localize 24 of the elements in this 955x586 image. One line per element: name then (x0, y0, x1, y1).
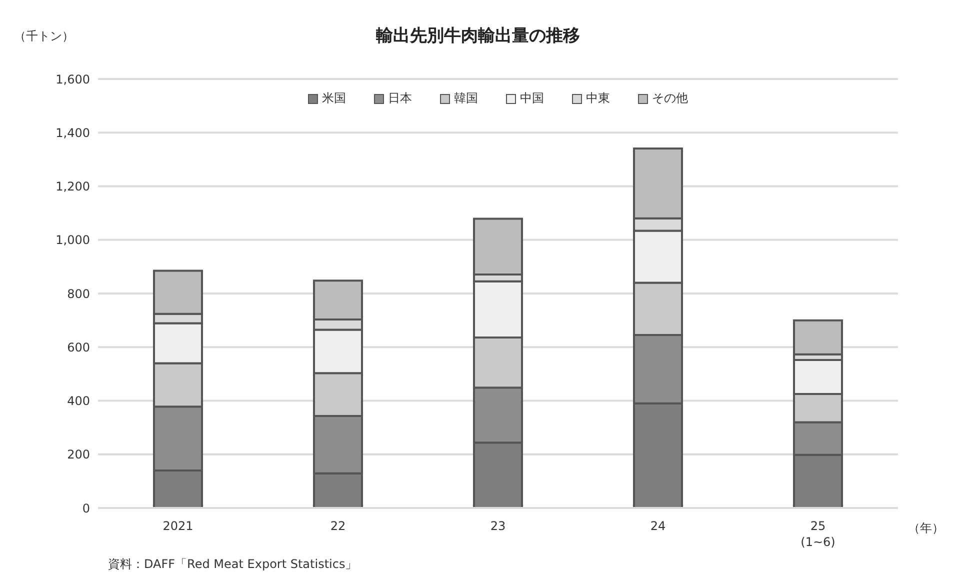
text: 資料：DAFF「Red Meat Export Statistics」 (108, 556, 358, 573)
y-tick-label: 1,600 (56, 72, 90, 86)
y-tick-label: 1,200 (56, 180, 90, 194)
legend-label: 中国 (519, 90, 544, 107)
legend-label: 米国 (321, 90, 346, 107)
y-tick-label: 600 (67, 340, 90, 354)
legend-label: その他 (651, 90, 688, 107)
y-axis-title: （千トン） (14, 28, 74, 45)
y-tick-label: 400 (67, 394, 90, 408)
y-tick-label: 1,000 (56, 233, 90, 248)
x-tick-label: 23 (490, 519, 506, 533)
y-tick-label: 800 (67, 286, 90, 301)
x-axis-title: （年） (908, 520, 944, 537)
y-tick-label: 0 (82, 501, 90, 516)
x-tick-label: 25 (1~6) (800, 519, 836, 549)
y-tick-label: 1,400 (56, 126, 90, 140)
legend-label: 中東 (585, 90, 610, 107)
y-tick-label: 200 (67, 448, 90, 462)
legend-label: 韓国 (453, 90, 478, 107)
chart-title: 輸出先別牛肉輸出量の推移 (376, 26, 580, 46)
x-tick-label: 22 (330, 519, 346, 533)
legend-label: 日本 (387, 90, 412, 107)
x-tick-label: 2021 (162, 519, 194, 533)
x-tick-label: 24 (650, 519, 666, 533)
